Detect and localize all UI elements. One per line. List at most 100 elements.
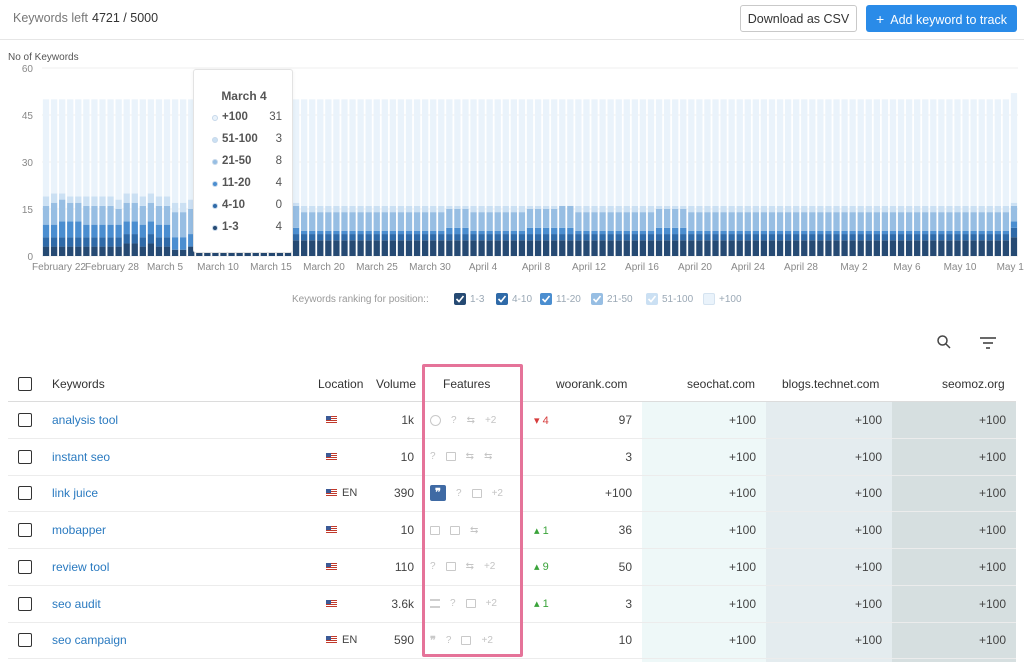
bar-segment xyxy=(655,227,663,235)
bar-segment xyxy=(841,230,848,235)
feature-box-icon[interactable] xyxy=(450,525,460,535)
bar-segment xyxy=(575,234,582,241)
feature-item[interactable]: ⇆ xyxy=(466,414,475,426)
table-row[interactable]: review tool 110? ⇆ +2 ▴ 9 50 +100 +100 +100 xyxy=(8,549,1016,586)
feature-box-icon[interactable] xyxy=(445,562,456,572)
tooltip-dot xyxy=(212,159,218,165)
header-seomoz[interactable]: seomoz.org xyxy=(942,376,1005,391)
feature-item[interactable]: ⇆ xyxy=(483,451,493,463)
row-checkbox[interactable] xyxy=(18,449,32,464)
legend-checkbox[interactable] xyxy=(454,293,466,305)
header-keywords[interactable]: Keywords xyxy=(52,376,105,391)
bar-segment xyxy=(784,99,792,206)
legend-checkbox[interactable] xyxy=(646,293,658,305)
feature-box-icon[interactable] xyxy=(465,599,476,608)
header-location[interactable]: Location xyxy=(318,376,364,391)
table-row[interactable]: instant seo 10? ⇆ ⇆ 3 +100 +100 +100 xyxy=(8,439,1016,476)
bar-segment xyxy=(817,230,824,235)
feature-info-icon[interactable] xyxy=(430,414,441,426)
search-icon[interactable] xyxy=(936,334,952,350)
bar-segment xyxy=(163,237,171,247)
row-checkbox[interactable] xyxy=(18,596,32,611)
feature-box-icon[interactable] xyxy=(461,635,472,645)
bar-segment xyxy=(381,240,388,256)
feature-item[interactable]: ⇆ xyxy=(465,451,474,463)
feature-item[interactable]: ? xyxy=(430,561,436,573)
bar-segment xyxy=(760,230,768,235)
keyword-link[interactable]: seo audit xyxy=(52,596,101,611)
feature-list-icon[interactable] xyxy=(430,599,440,608)
bar-segment xyxy=(147,99,155,194)
legend-label: 11-20 xyxy=(556,294,581,305)
feature-item[interactable]: ? xyxy=(456,487,462,499)
bar-segment xyxy=(325,230,332,235)
bar-segment xyxy=(559,99,566,206)
header-woorank[interactable]: woorank.com xyxy=(556,376,628,391)
bar-segment xyxy=(42,237,50,247)
header-features[interactable]: Features xyxy=(443,376,491,391)
bar-segment xyxy=(309,240,316,256)
feature-box-icon[interactable] xyxy=(430,525,440,535)
feature-box-icon[interactable] xyxy=(471,488,482,498)
feature-item[interactable]: ? xyxy=(430,451,436,463)
add-keyword-button[interactable]: + Add keyword to track xyxy=(866,5,1017,32)
keyword-link[interactable]: analysis tool xyxy=(52,413,119,427)
bar-segment xyxy=(801,212,808,231)
bar-segment xyxy=(680,240,687,256)
keyword-link[interactable]: instant seo xyxy=(52,449,111,464)
header-volume[interactable]: Volume xyxy=(376,376,417,391)
table-row[interactable]: analysis tool 1k? ⇆ +2 ▾ 4 97 +100 +100 +100 xyxy=(8,402,1016,439)
bar-segment xyxy=(970,230,977,235)
feature-quote-icon[interactable]: ❞ xyxy=(430,634,436,647)
legend-checkbox[interactable] xyxy=(591,293,603,305)
bar-segment xyxy=(639,234,647,241)
bar-segment xyxy=(905,99,913,206)
feature-item[interactable]: +2 xyxy=(485,598,497,609)
legend-checkbox[interactable] xyxy=(540,293,552,305)
x-tick-label: April 16 xyxy=(625,262,659,273)
row-checkbox[interactable] xyxy=(18,413,32,427)
bar-segment xyxy=(510,212,518,231)
keyword-link[interactable]: link juice xyxy=(52,486,99,501)
select-all-checkbox[interactable] xyxy=(18,376,32,391)
bar-segment xyxy=(962,234,969,241)
table-row[interactable]: seo audit 3.6k? +2 ▴ 1 3 +100 +100 +100 xyxy=(8,586,1016,623)
bar-segment xyxy=(986,212,993,231)
feature-item[interactable]: ⇆ xyxy=(465,561,474,573)
feature-item[interactable]: +2 xyxy=(481,634,493,646)
feature-item[interactable]: +2 xyxy=(484,414,497,426)
row-checkbox[interactable] xyxy=(18,523,32,538)
filter-icon[interactable] xyxy=(979,336,997,350)
bar-segment xyxy=(1010,202,1018,206)
bar-segment xyxy=(147,243,155,256)
keyword-link[interactable]: mobapper xyxy=(52,523,107,538)
feature-item[interactable]: +2 xyxy=(491,487,503,499)
bar-segment xyxy=(736,240,743,256)
bar-segment xyxy=(389,205,397,213)
feature-item[interactable]: ? xyxy=(450,598,456,609)
feature-box-icon[interactable] xyxy=(445,452,456,462)
keyword-link[interactable]: review tool xyxy=(52,559,110,574)
feature-item[interactable]: ? xyxy=(451,414,457,426)
header-blogs-technet[interactable]: blogs.technet.com xyxy=(782,376,880,391)
feature-item[interactable]: ? xyxy=(445,634,452,646)
row-checkbox[interactable] xyxy=(18,559,32,574)
keywords-left-count: 4721 / 5000 xyxy=(92,11,159,25)
feature-item[interactable]: +2 xyxy=(483,561,496,573)
header-seochat[interactable]: seochat.com xyxy=(687,376,756,391)
bar-segment xyxy=(301,205,308,213)
row-checkbox[interactable] xyxy=(18,633,32,648)
table-row[interactable]: mobapper 10 ⇆ ▴ 1 36 +100 +100 +100 xyxy=(8,512,1016,550)
feature-item[interactable]: ⇆ xyxy=(470,524,479,536)
row-checkbox[interactable] xyxy=(18,486,32,501)
feature-quote-icon[interactable]: ❞ xyxy=(430,485,446,502)
table-row[interactable]: seo campaign EN 590 ❞? +2 10 +100 +100 +100 xyxy=(8,622,1016,660)
download-csv-button[interactable]: Download as CSV xyxy=(740,5,857,32)
legend-checkbox[interactable] xyxy=(703,293,715,305)
bar-segment xyxy=(833,240,840,256)
legend-checkbox[interactable] xyxy=(496,293,508,305)
bar-segment xyxy=(680,99,687,206)
bar-segment xyxy=(115,199,122,209)
keyword-link[interactable]: seo campaign xyxy=(52,633,127,648)
table-row[interactable]: link juice EN 390 ❞? +2 +100 +100 +100 +100 xyxy=(8,475,1016,513)
